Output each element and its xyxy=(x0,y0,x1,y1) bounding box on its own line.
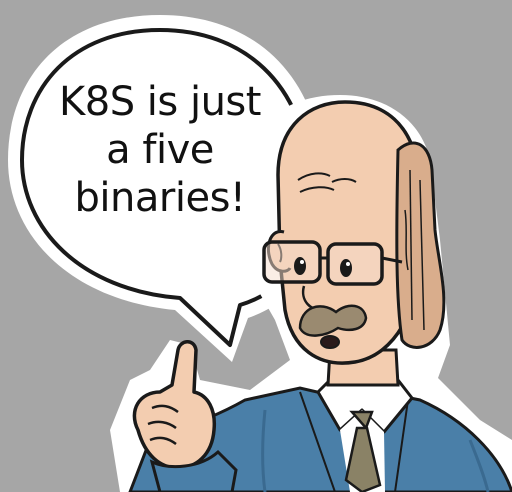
speech-bubble xyxy=(8,15,326,362)
speech-line-3: binaries! xyxy=(74,175,246,221)
speech-bubble-text: K8S is just a five binaries! xyxy=(20,78,300,222)
glasses xyxy=(262,240,403,286)
character-illustration xyxy=(110,95,512,492)
speech-line-1: K8S is just xyxy=(59,79,261,125)
speech-line-2: a five xyxy=(106,127,214,173)
